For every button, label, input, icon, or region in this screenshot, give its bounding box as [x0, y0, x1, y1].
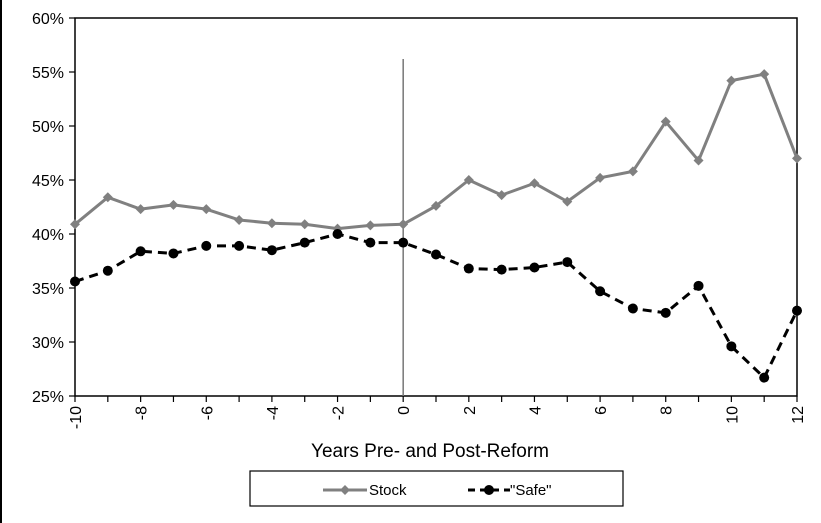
- data-point-safe: [496, 264, 507, 275]
- data-point-stock: [431, 200, 441, 211]
- data-point-stock: [627, 166, 638, 177]
- data-point-stock: [759, 69, 770, 80]
- x-tick-label: -6: [199, 406, 216, 420]
- x-tick-label: 10: [724, 406, 741, 424]
- data-point-stock: [70, 219, 80, 230]
- x-tick-label: 6: [593, 406, 610, 415]
- data-point-stock: [398, 219, 409, 230]
- data-point-stock: [693, 155, 704, 166]
- data-point-safe: [135, 246, 146, 257]
- data-point-stock: [299, 219, 310, 230]
- data-point-stock: [529, 178, 540, 189]
- data-point-stock: [365, 220, 376, 231]
- data-point-safe: [463, 263, 474, 274]
- data-point-stock: [463, 175, 474, 185]
- x-tick-label: 2: [462, 406, 479, 415]
- x-tick-label: -2: [331, 406, 348, 420]
- data-point-safe: [529, 262, 540, 273]
- x-tick-label: -4: [265, 406, 282, 420]
- data-point-stock: [496, 190, 507, 201]
- legend-stock-label: Stock: [369, 482, 407, 499]
- data-point-safe: [398, 237, 409, 248]
- y-tick-label: 50%: [32, 119, 64, 136]
- data-point-safe: [627, 303, 638, 314]
- data-point-safe: [562, 257, 573, 268]
- x-tick-label: 0: [396, 406, 413, 415]
- data-point-safe: [726, 341, 737, 352]
- legend-box: [249, 470, 624, 507]
- data-point-stock: [660, 116, 671, 127]
- data-point-stock: [135, 204, 146, 215]
- legend: Stock "Safe": [249, 470, 624, 507]
- x-tick-label: 12: [790, 406, 807, 424]
- data-point-safe: [299, 237, 310, 248]
- y-tick-label: 45%: [32, 173, 64, 190]
- data-point-safe: [70, 276, 80, 287]
- x-tick-label: 4: [527, 406, 544, 415]
- data-point-stock: [102, 192, 113, 203]
- data-point-stock: [201, 204, 212, 215]
- legend-safe-label: "Safe": [510, 482, 552, 499]
- data-point-safe: [759, 372, 770, 383]
- y-tick-label: 35%: [32, 281, 64, 298]
- data-point-safe: [168, 248, 179, 259]
- data-point-stock: [595, 172, 606, 183]
- x-axis-title: Years Pre- and Post-Reform: [311, 441, 549, 462]
- x-tick-label: -8: [134, 406, 151, 420]
- legend-safe-marker: [484, 485, 494, 495]
- legend-stock-marker: [340, 485, 350, 495]
- data-point-stock: [562, 196, 573, 207]
- data-point-stock: [234, 214, 245, 225]
- data-point-safe: [365, 237, 376, 248]
- data-point-safe: [234, 240, 245, 251]
- data-point-safe: [102, 265, 113, 276]
- y-tick-label: 30%: [32, 335, 64, 352]
- data-point-stock: [266, 218, 277, 229]
- y-tick-label: 55%: [32, 65, 64, 82]
- x-tick-label: -10: [68, 406, 85, 429]
- y-axis: 25% 30% 35% 40% 45% 50% 55% 60%: [32, 11, 75, 406]
- data-point-safe: [201, 240, 212, 251]
- series-line-safe: [74, 232, 799, 380]
- y-tick-label: 40%: [32, 227, 64, 244]
- data-point-safe: [660, 307, 671, 318]
- data-point-safe: [431, 249, 441, 260]
- y-tick-label: 25%: [32, 389, 64, 406]
- data-point-stock: [792, 153, 802, 164]
- data-point-stock: [726, 75, 737, 86]
- data-point-safe: [792, 305, 802, 316]
- x-axis: -10 -8 -6 -4 -2 0 2 4 6 8 10 12: [68, 396, 807, 429]
- series-layer: [70, 69, 802, 383]
- data-point-safe: [693, 280, 704, 291]
- y-tick-label: 60%: [32, 11, 64, 28]
- data-point-stock: [168, 199, 179, 210]
- data-point-safe: [595, 286, 606, 297]
- data-point-safe: [266, 245, 277, 256]
- x-tick-label: 8: [659, 406, 676, 415]
- data-point-safe: [332, 229, 343, 239]
